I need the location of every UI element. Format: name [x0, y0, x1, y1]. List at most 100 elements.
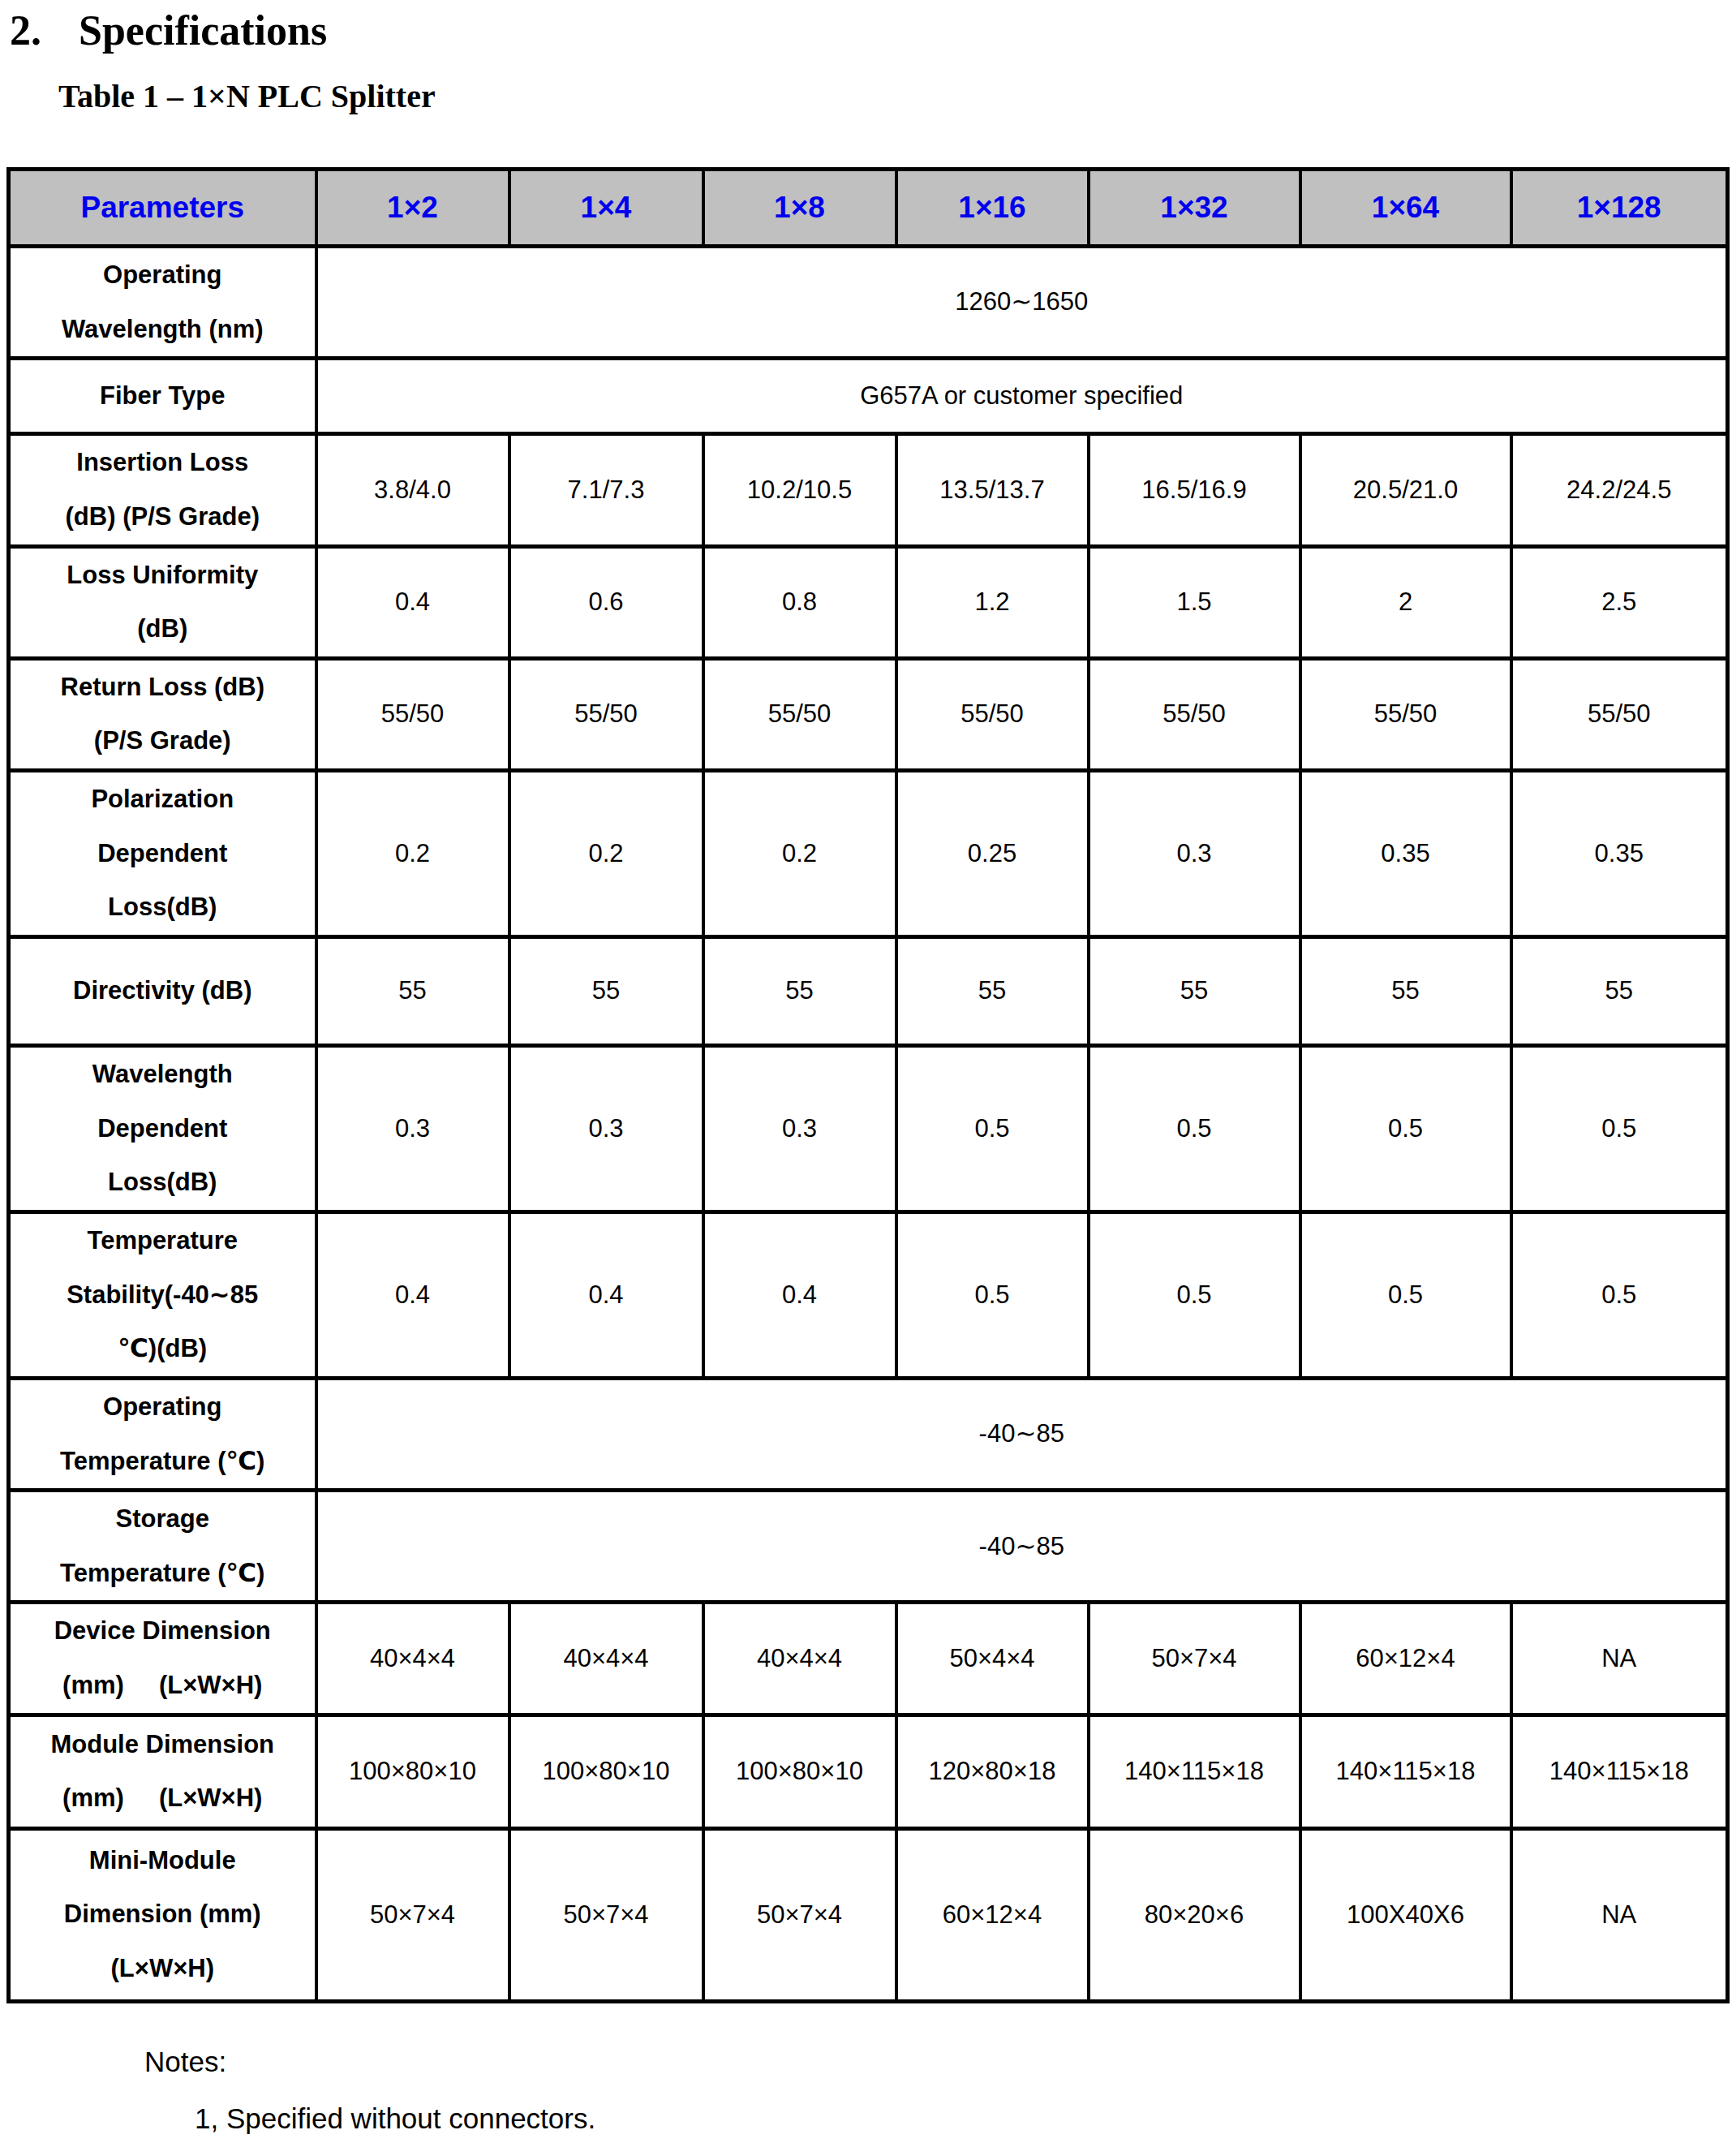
table-row: Device Dimension (mm) (L×W×H) 40×4×4 40×…	[9, 1603, 1728, 1715]
cell: 100×80×10	[703, 1715, 896, 1828]
row-label: Device Dimension (mm) (L×W×H)	[9, 1603, 316, 1715]
cell: 100×80×10	[509, 1715, 703, 1828]
cell: 55	[509, 937, 703, 1046]
cell: 55/50	[1089, 658, 1300, 770]
table-row: Insertion Loss (dB) (P/S Grade) 3.8/4.0 …	[9, 434, 1728, 546]
merged-cell: G657A or customer specified	[316, 359, 1728, 434]
notes-heading: Notes:	[144, 2046, 1732, 2078]
row-label: Insertion Loss (dB) (P/S Grade)	[9, 434, 316, 546]
table-caption: Table 1 – 1×N PLC Splitter	[58, 77, 1732, 115]
column-header-1x8: 1×8	[703, 170, 896, 247]
cell: 55/50	[896, 658, 1089, 770]
column-header-1x128: 1×128	[1511, 170, 1728, 247]
row-label: Mini-Module Dimension (mm) (L×W×H)	[9, 1828, 316, 2001]
table-row: Mini-Module Dimension (mm) (L×W×H) 50×7×…	[9, 1828, 1728, 2001]
cell: 80×20×6	[1089, 1828, 1300, 2001]
column-header-1x16: 1×16	[896, 170, 1089, 247]
cell: 50×7×4	[1089, 1603, 1300, 1715]
cell: 0.3	[316, 1046, 509, 1212]
cell: 0.5	[896, 1211, 1089, 1378]
table-row: Wavelength Dependent Loss(dB) 0.3 0.3 0.…	[9, 1046, 1728, 1212]
table-row: Storage Temperature (℃) -40∼85	[9, 1491, 1728, 1603]
cell: 55	[1089, 937, 1300, 1046]
cell: 7.1/7.3	[509, 434, 703, 546]
cell: 55	[1300, 937, 1511, 1046]
column-header-1x2: 1×2	[316, 170, 509, 247]
table-header-row: Parameters 1×2 1×4 1×8 1×16 1×32 1×64 1×…	[9, 170, 1728, 247]
row-label: Module Dimension (mm) (L×W×H)	[9, 1715, 316, 1828]
cell: NA	[1511, 1603, 1728, 1715]
cell: 140×115×18	[1300, 1715, 1511, 1828]
table-row: Directivity (dB) 55 55 55 55 55 55 55	[9, 937, 1728, 1046]
cell: 2	[1300, 546, 1511, 658]
cell: 0.4	[316, 1211, 509, 1378]
cell: 60×12×4	[1300, 1603, 1511, 1715]
cell: 0.4	[509, 1211, 703, 1378]
table-row: Loss Uniformity (dB) 0.4 0.6 0.8 1.2 1.5…	[9, 546, 1728, 658]
cell: 13.5/13.7	[896, 434, 1089, 546]
merged-cell: -40∼85	[316, 1491, 1728, 1603]
column-header-1x4: 1×4	[509, 170, 703, 247]
cell: 0.3	[703, 1046, 896, 1212]
cell: 50×7×4	[316, 1828, 509, 2001]
cell: 0.25	[896, 771, 1089, 937]
cell: 1.2	[896, 546, 1089, 658]
cell: 0.5	[1300, 1046, 1511, 1212]
cell: 40×4×4	[703, 1603, 896, 1715]
cell: 0.3	[509, 1046, 703, 1212]
row-label: Operating Wavelength (nm)	[9, 247, 316, 359]
cell: 40×4×4	[316, 1603, 509, 1715]
cell: 0.3	[1089, 771, 1300, 937]
table-row: Temperature Stability(-40∼85 ℃)(dB) 0.4 …	[9, 1211, 1728, 1378]
cell: 0.5	[1089, 1046, 1300, 1212]
column-header-parameters: Parameters	[9, 170, 316, 247]
cell: 60×12×4	[896, 1828, 1089, 2001]
notes-section: Notes: 1, Specified without connectors. …	[144, 2046, 1732, 2156]
cell: 55	[316, 937, 509, 1046]
cell: 0.2	[316, 771, 509, 937]
row-label: Return Loss (dB) (P/S Grade)	[9, 658, 316, 770]
cell: 0.35	[1300, 771, 1511, 937]
cell: 55	[703, 937, 896, 1046]
section-heading: 2. Specifications	[10, 6, 1732, 54]
cell: 50×4×4	[896, 1603, 1089, 1715]
cell: 55/50	[1300, 658, 1511, 770]
cell: 0.5	[1089, 1211, 1300, 1378]
specs-table: Parameters 1×2 1×4 1×8 1×16 1×32 1×64 1×…	[6, 167, 1730, 2003]
cell: 0.2	[509, 771, 703, 937]
section-title: Specifications	[79, 6, 327, 54]
table-row: Operating Wavelength (nm) 1260∼1650	[9, 247, 1728, 359]
cell: 16.5/16.9	[1089, 434, 1300, 546]
cell: 120×80×18	[896, 1715, 1089, 1828]
cell: 20.5/21.0	[1300, 434, 1511, 546]
row-label: Operating Temperature (℃)	[9, 1378, 316, 1490]
cell: 55/50	[316, 658, 509, 770]
note-item: 1, Specified without connectors.	[195, 2102, 1732, 2135]
table-row: Operating Temperature (℃) -40∼85	[9, 1378, 1728, 1490]
table-row: Return Loss (dB) (P/S Grade) 55/50 55/50…	[9, 658, 1728, 770]
row-label: Directivity (dB)	[9, 937, 316, 1046]
cell: 0.5	[1300, 1211, 1511, 1378]
row-label: Wavelength Dependent Loss(dB)	[9, 1046, 316, 1212]
cell: 0.5	[1511, 1046, 1728, 1212]
row-label: Storage Temperature (℃)	[9, 1491, 316, 1603]
cell: 3.8/4.0	[316, 434, 509, 546]
cell: 10.2/10.5	[703, 434, 896, 546]
cell: 40×4×4	[509, 1603, 703, 1715]
cell: 140×115×18	[1511, 1715, 1728, 1828]
row-label: Polarization Dependent Loss(dB)	[9, 771, 316, 937]
cell: 0.6	[509, 546, 703, 658]
cell: 24.2/24.5	[1511, 434, 1728, 546]
cell: 0.2	[703, 771, 896, 937]
merged-cell: 1260∼1650	[316, 247, 1728, 359]
row-label: Fiber Type	[9, 359, 316, 434]
cell: 2.5	[1511, 546, 1728, 658]
row-label: Loss Uniformity (dB)	[9, 546, 316, 658]
table-row: Module Dimension (mm) (L×W×H) 100×80×10 …	[9, 1715, 1728, 1828]
row-label: Temperature Stability(-40∼85 ℃)(dB)	[9, 1211, 316, 1378]
cell: 55/50	[1511, 658, 1728, 770]
cell: 50×7×4	[509, 1828, 703, 2001]
section-number: 2.	[10, 6, 41, 54]
cell: 0.5	[896, 1046, 1089, 1212]
table-row: Fiber Type G657A or customer specified	[9, 359, 1728, 434]
